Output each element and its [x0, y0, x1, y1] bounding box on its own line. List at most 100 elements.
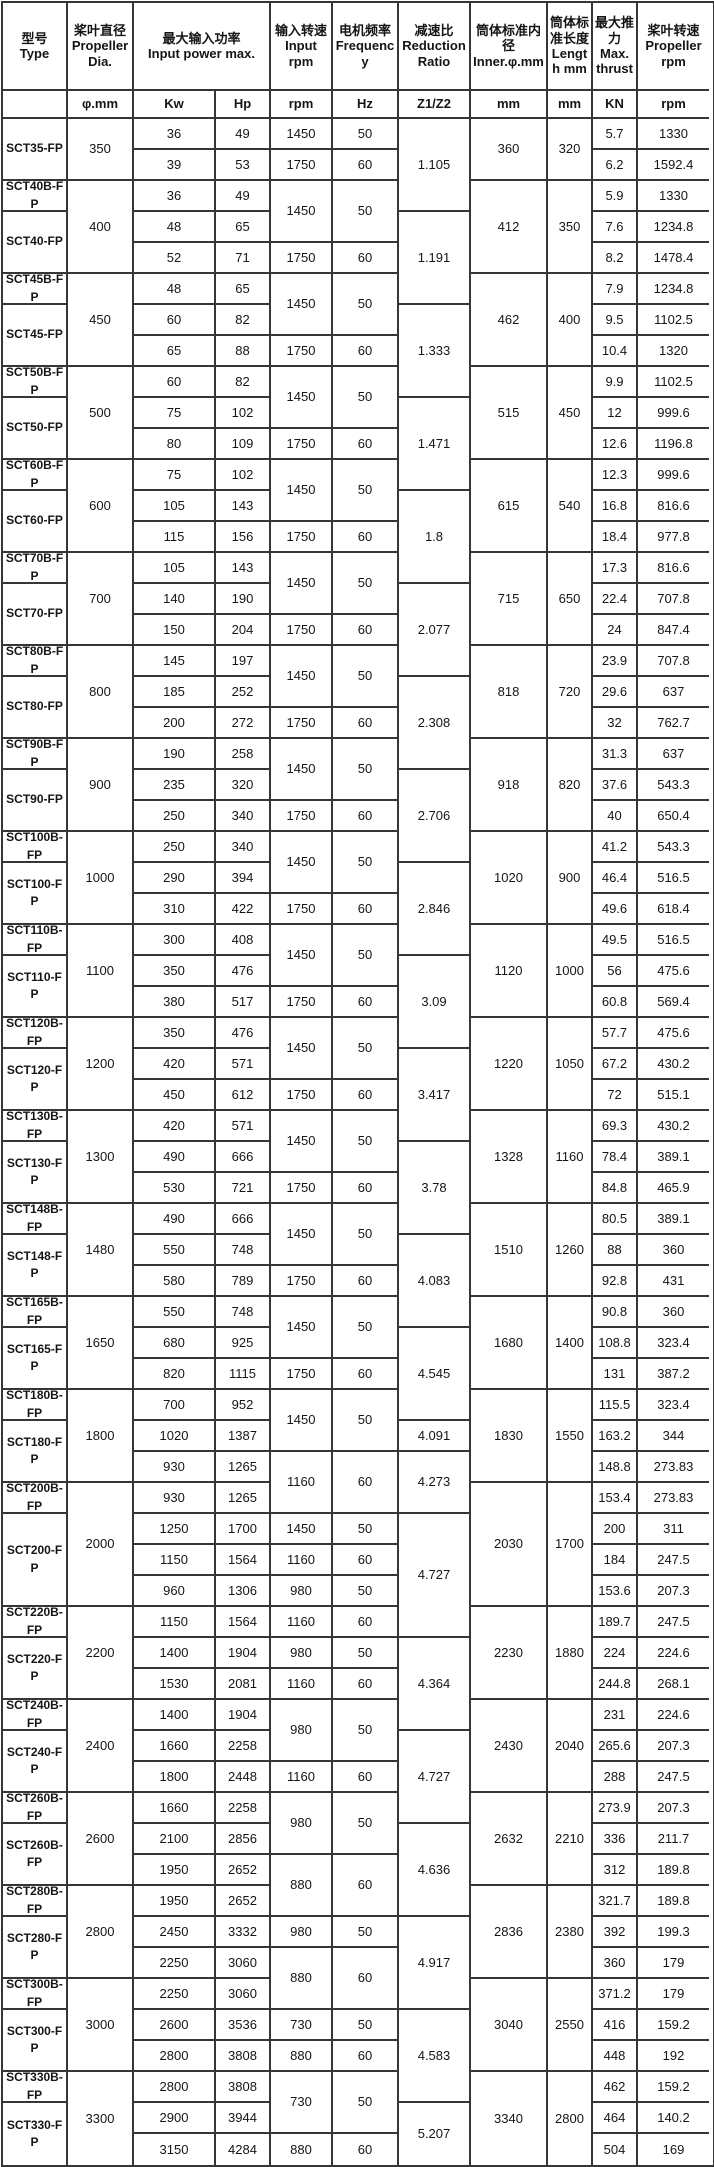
cell-max-thrust-kn: 231: [593, 1700, 638, 1731]
cell-max-thrust-kn: 360: [593, 1948, 638, 1979]
cell-propeller-rpm: 311: [638, 1514, 709, 1545]
cell-input-rpm: 1450: [271, 832, 333, 894]
cell-input-rpm: 880: [271, 1948, 333, 2010]
cell-propeller-rpm: 207.3: [638, 1731, 709, 1762]
cell-max-thrust-kn: 84.8: [593, 1173, 638, 1204]
cell-inner-dia: 3040: [471, 1979, 548, 2072]
cell-propeller-dia: 3000: [68, 1979, 134, 2072]
cell-frequency-hz: 50: [333, 1793, 399, 1855]
cell-frequency-hz: 50: [333, 1390, 399, 1452]
cell-reduction-ratio: 2.308: [399, 677, 471, 770]
cell-frequency-hz: 60: [333, 150, 399, 181]
header-propeller-dia-en: Propeller Dia.: [71, 38, 129, 69]
cell-max-thrust-kn: 9.5: [593, 305, 638, 336]
cell-model-type: SCT130B-FP: [3, 1111, 68, 1142]
cell-frequency-hz: 60: [333, 987, 399, 1018]
cell-power-kw: 60: [134, 367, 216, 398]
cell-power-kw: 2900: [134, 2103, 216, 2134]
cell-model-type: SCT240-FP: [3, 1731, 68, 1793]
cell-max-thrust-kn: 163.2: [593, 1421, 638, 1452]
cell-input-rpm: 1750: [271, 708, 333, 739]
header-length-zh: 筒体标准长度: [549, 15, 589, 46]
cell-power-kw: 48: [134, 274, 216, 305]
cell-frequency-hz: 50: [333, 1638, 399, 1669]
cell-power-hp: 272: [216, 708, 271, 739]
cell-max-thrust-kn: 12.6: [593, 429, 638, 460]
cell-propeller-rpm: 189.8: [638, 1855, 709, 1886]
cell-power-kw: 1150: [134, 1545, 216, 1576]
cell-power-kw: 1250: [134, 1514, 216, 1545]
cell-frequency-hz: 50: [333, 739, 399, 801]
header-type: 型号 Type: [3, 3, 68, 91]
cell-propeller-rpm: 1234.8: [638, 212, 709, 243]
cell-inner-dia: 1510: [471, 1204, 548, 1297]
cell-power-kw: 580: [134, 1266, 216, 1297]
cell-propeller-rpm: 344: [638, 1421, 709, 1452]
cell-power-kw: 1950: [134, 1886, 216, 1917]
cell-length: 450: [548, 367, 593, 460]
cell-power-kw: 310: [134, 894, 216, 925]
cell-reduction-ratio: 4.091: [399, 1421, 471, 1452]
cell-frequency-hz: 60: [333, 429, 399, 460]
cell-power-hp: 422: [216, 894, 271, 925]
cell-propeller-rpm: 999.6: [638, 460, 709, 491]
cell-propeller-dia: 1300: [68, 1111, 134, 1204]
unit-hz: Hz: [333, 91, 399, 119]
unit-type-empty: [3, 91, 68, 119]
cell-power-hp: 252: [216, 677, 271, 708]
cell-power-hp: 666: [216, 1204, 271, 1235]
cell-model-type: SCT180B-FP: [3, 1390, 68, 1421]
cell-frequency-hz: 50: [333, 1576, 399, 1607]
cell-input-rpm: 880: [271, 2134, 333, 2165]
cell-model-type: SCT45-FP: [3, 305, 68, 367]
cell-power-kw: 190: [134, 739, 216, 770]
cell-propeller-rpm: 159.2: [638, 2072, 709, 2103]
cell-frequency-hz: 50: [333, 1917, 399, 1948]
cell-propeller-rpm: 247.5: [638, 1545, 709, 1576]
cell-max-thrust-kn: 336: [593, 1824, 638, 1855]
cell-reduction-ratio: 4.545: [399, 1328, 471, 1421]
cell-propeller-rpm: 360: [638, 1235, 709, 1266]
cell-model-type: SCT260B-FP: [3, 1793, 68, 1824]
header-reduction-ratio-en: Reduction Ratio: [402, 38, 466, 69]
cell-power-kw: 75: [134, 460, 216, 491]
cell-propeller-rpm: 224.6: [638, 1700, 709, 1731]
cell-inner-dia: 2632: [471, 1793, 548, 1886]
cell-power-hp: 517: [216, 987, 271, 1018]
cell-input-rpm: 1750: [271, 522, 333, 553]
cell-power-kw: 380: [134, 987, 216, 1018]
cell-frequency-hz: 50: [333, 2010, 399, 2041]
cell-frequency-hz: 60: [333, 2041, 399, 2072]
cell-model-type: SCT110-FP: [3, 956, 68, 1018]
cell-max-thrust-kn: 153.4: [593, 1483, 638, 1514]
cell-model-type: SCT45B-FP: [3, 274, 68, 305]
cell-model-type: SCT260B-FP: [3, 1824, 68, 1886]
cell-power-kw: 700: [134, 1390, 216, 1421]
cell-power-hp: 2652: [216, 1855, 271, 1886]
cell-reduction-ratio: 4.636: [399, 1824, 471, 1917]
header-inner-dia-zh: 筒体标准内径: [475, 23, 541, 54]
cell-max-thrust-kn: 88: [593, 1235, 638, 1266]
header-input-power-zh: 最大输入功率: [162, 30, 241, 46]
cell-power-hp: 1387: [216, 1421, 271, 1452]
cell-power-hp: 2652: [216, 1886, 271, 1917]
cell-power-hp: 3060: [216, 1979, 271, 2010]
unit-length-mm: mm: [548, 91, 593, 119]
cell-inner-dia: 515: [471, 367, 548, 460]
cell-power-kw: 52: [134, 243, 216, 274]
cell-power-hp: 2081: [216, 1669, 271, 1700]
cell-max-thrust-kn: 131: [593, 1359, 638, 1390]
cell-power-kw: 1400: [134, 1700, 216, 1731]
cell-model-type: SCT148-FP: [3, 1235, 68, 1297]
cell-inner-dia: 412: [471, 181, 548, 274]
cell-max-thrust-kn: 12.3: [593, 460, 638, 491]
cell-input-rpm: 1450: [271, 274, 333, 336]
header-length: 筒体标准长度 Length mm: [548, 3, 593, 91]
cell-max-thrust-kn: 37.6: [593, 770, 638, 801]
cell-propeller-rpm: 475.6: [638, 956, 709, 987]
cell-input-rpm: 1450: [271, 119, 333, 150]
cell-max-thrust-kn: 90.8: [593, 1297, 638, 1328]
cell-length: 350: [548, 181, 593, 274]
cell-propeller-rpm: 389.1: [638, 1204, 709, 1235]
cell-power-hp: 4284: [216, 2134, 271, 2165]
